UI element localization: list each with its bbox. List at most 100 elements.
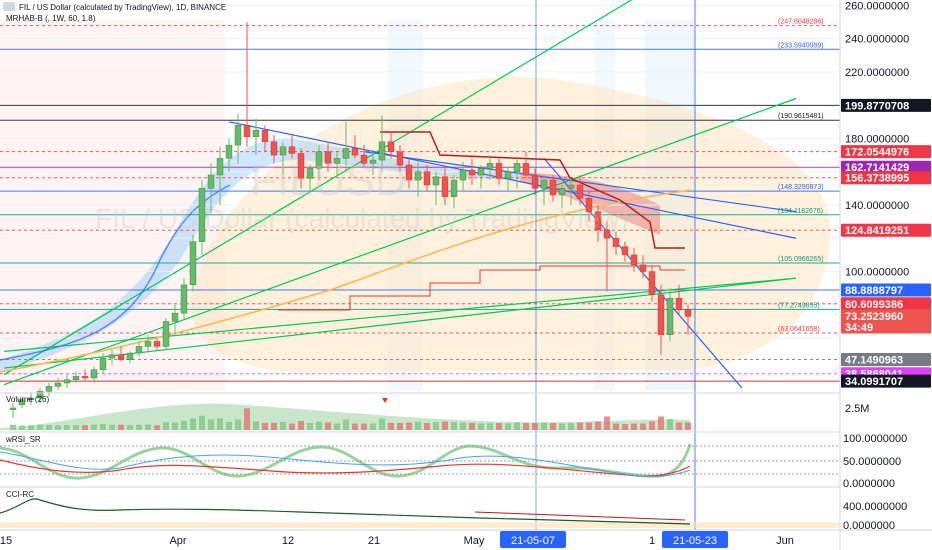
candle-body — [396, 151, 404, 166]
y-tick-label: 100.0000000 — [845, 267, 909, 279]
candle-body — [477, 168, 485, 176]
collapse-legend-icon[interactable] — [3, 2, 15, 11]
volume-bar — [667, 419, 673, 430]
candle-body — [324, 151, 332, 164]
candle-body — [126, 352, 134, 360]
candle-body — [504, 171, 512, 179]
volume-bar — [469, 423, 475, 430]
volume-bar — [172, 422, 178, 430]
volume-bar — [82, 425, 88, 430]
watermark-symbol: FILUSD — [250, 156, 406, 205]
volume-bar — [379, 418, 385, 430]
candle-body — [63, 379, 71, 384]
volume-bar — [622, 424, 628, 430]
candle-body — [360, 154, 368, 164]
trendline — [3, 97, 797, 386]
volume-bar — [226, 422, 232, 430]
candle-body — [144, 341, 152, 347]
volume-bar — [370, 423, 376, 430]
price-tags: 199.8770708 172.0544976 162.7141429156.373… — [841, 98, 931, 388]
volume-bar — [397, 423, 403, 430]
candle-body — [621, 246, 629, 256]
candle-body — [612, 238, 620, 247]
volume-bar — [244, 408, 250, 430]
price-tag — [841, 374, 931, 388]
wrsi-tick-100: 100.0000000 — [843, 433, 907, 445]
x-tick-label: Jun — [776, 535, 794, 547]
candle-body — [99, 357, 107, 370]
volume-bar — [199, 415, 205, 430]
price-axis[interactable]: 260.0000000 240.0000000 220.0000000 180.000… — [845, 0, 909, 278]
candle-body — [531, 174, 539, 189]
candle-body — [27, 397, 35, 400]
dark-red-step-line — [380, 131, 685, 249]
volume-bar — [271, 422, 277, 430]
wrsi-panel: wRSI_SR 100.0000000 50.0000000 0.0000000 — [0, 433, 907, 490]
candle-body — [198, 188, 206, 242]
volume-panel: Volume (26) 2.5M — [0, 395, 869, 430]
candle-body — [657, 294, 665, 335]
volume-bar — [262, 423, 268, 430]
level-label: (190.9615481) — [778, 113, 824, 120]
candle-body — [9, 407, 17, 410]
volume-bar — [163, 422, 169, 430]
volume-bar — [451, 422, 457, 430]
candle-body — [225, 144, 233, 159]
volume-bar — [235, 419, 241, 430]
candle-body — [234, 124, 242, 146]
volume-bar — [433, 422, 439, 430]
candle-body — [378, 141, 386, 161]
volume-bar — [685, 422, 691, 430]
candle-body — [306, 168, 314, 179]
volume-bar — [298, 421, 304, 430]
candle-body — [414, 171, 422, 181]
cci-label: CCI-RC — [6, 490, 34, 499]
price-tag — [841, 98, 931, 112]
volume-bar — [604, 416, 610, 430]
candle-body — [54, 382, 62, 387]
candle-body — [495, 163, 503, 179]
candle-body — [603, 229, 611, 239]
level-label: (63.0641658) — [778, 326, 820, 333]
level-label: (247.8048286) — [778, 19, 824, 26]
price-tag-label: 34.0991707 — [845, 376, 903, 388]
volume-bar — [352, 423, 358, 430]
candle-body — [459, 169, 467, 181]
volume-bar — [253, 421, 259, 430]
candle-body — [252, 129, 260, 137]
volume-bar — [595, 421, 601, 430]
candle-body — [333, 158, 341, 164]
x-tick-label: 12 — [282, 535, 294, 547]
candle-body — [639, 264, 647, 272]
candle-body — [135, 346, 143, 354]
time-axis[interactable]: 15 Apr 12 21 May 21-05-07 1 21-05-23 Jun — [0, 531, 794, 548]
volume-bar — [37, 424, 43, 430]
price-tag-countdown: 34:49 — [845, 322, 873, 334]
price-tag — [841, 171, 931, 185]
volume-tick: 2.5M — [845, 403, 869, 415]
volume-bars — [10, 408, 691, 430]
volume-label: Volume (26) — [6, 395, 49, 404]
x-tick-label: Apr — [169, 535, 186, 547]
candle-body — [351, 148, 359, 156]
candle-body — [171, 312, 179, 322]
price-tag-label: 80.6099386 — [845, 299, 903, 311]
candles — [9, 21, 692, 418]
volume-bar — [334, 423, 340, 430]
x-tick-label: May — [464, 535, 485, 547]
candle-body — [513, 163, 521, 172]
volume-bar — [658, 416, 664, 430]
trendline — [3, 277, 797, 352]
candle-body — [180, 284, 188, 314]
price-tag-label: 172.0544976 — [845, 147, 909, 159]
volume-bar — [307, 423, 313, 430]
volume-bar — [460, 422, 466, 430]
volume-bar — [19, 425, 25, 430]
candle-body — [162, 321, 170, 347]
cci-tick-0: 0.0000000 — [843, 520, 895, 532]
volume-bar — [10, 424, 16, 430]
volume-bar — [136, 424, 142, 430]
watermark: FIL / US Dollar (calculated by TradingVi… — [95, 203, 629, 234]
candle-body — [369, 159, 377, 164]
